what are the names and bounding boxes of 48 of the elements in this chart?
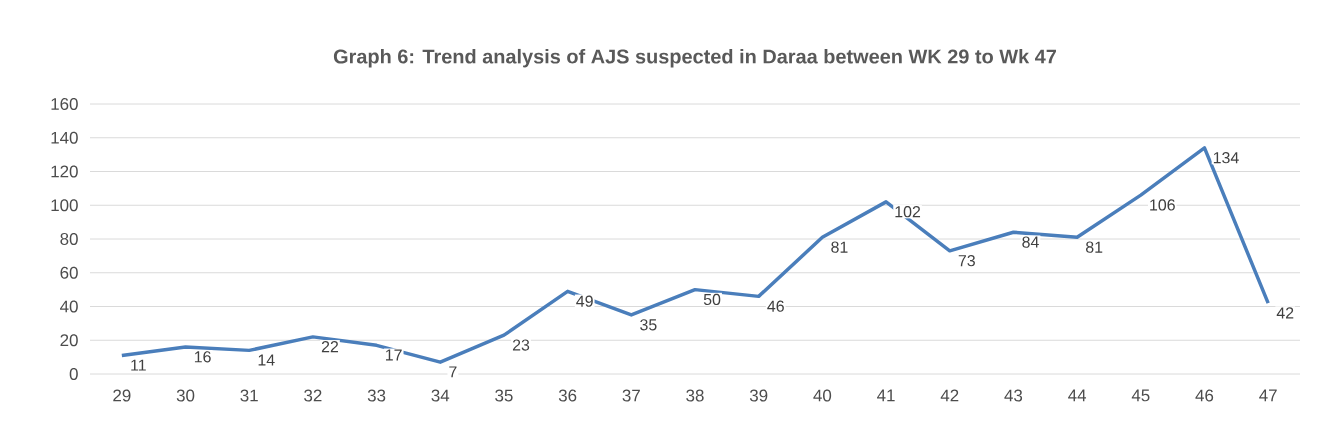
data-label: 46 xyxy=(767,300,784,312)
chart-title: Graph 6: Trend analysis of AJS suspected in Daraa between WK 29 to Wk 47 xyxy=(333,48,1056,68)
data-label: 81 xyxy=(1085,241,1103,253)
data-label: 35 xyxy=(640,319,657,331)
x-tick-label: 43 xyxy=(1004,389,1023,402)
y-tick-label: 20 xyxy=(60,334,78,347)
x-tick-label: 33 xyxy=(367,389,386,402)
data-label: 102 xyxy=(895,206,921,218)
data-label: 73 xyxy=(958,255,975,267)
data-label: 22 xyxy=(321,341,339,353)
x-tick-label: 37 xyxy=(622,389,640,402)
x-tick-label: 41 xyxy=(877,389,895,402)
data-label: 42 xyxy=(1276,307,1294,319)
data-label: 81 xyxy=(831,241,848,253)
data-label: 84 xyxy=(1022,236,1039,248)
x-tick-label: 47 xyxy=(1259,389,1277,402)
data-label: 14 xyxy=(258,354,275,366)
y-tick-label: 160 xyxy=(51,98,78,110)
data-label: 16 xyxy=(194,351,211,363)
y-tick-label: 60 xyxy=(60,266,78,279)
x-tick-label: 31 xyxy=(240,389,258,402)
y-tick-label: 120 xyxy=(51,165,78,178)
x-tick-label: 44 xyxy=(1068,389,1087,402)
data-label: 50 xyxy=(703,293,721,306)
data-label: 11 xyxy=(131,359,146,371)
y-tick-label: 100 xyxy=(51,199,78,212)
x-tick-label: 30 xyxy=(176,389,195,402)
x-tick-label: 35 xyxy=(495,389,513,402)
data-label: 134 xyxy=(1213,152,1239,164)
data-label: 7 xyxy=(449,366,457,378)
x-tick-label: 39 xyxy=(749,389,768,402)
x-tick-label: 45 xyxy=(1131,389,1150,402)
x-tick-label: 36 xyxy=(558,389,577,402)
x-tick-label: 42 xyxy=(940,389,959,402)
data-label: 49 xyxy=(576,295,593,307)
data-label: 17 xyxy=(385,349,402,361)
x-tick-label: 38 xyxy=(686,389,704,402)
x-tick-label: 32 xyxy=(304,389,322,402)
data-label: 23 xyxy=(512,339,530,351)
x-tick-label: 46 xyxy=(1195,389,1214,402)
y-tick-label: 40 xyxy=(60,300,78,313)
data-label: 106 xyxy=(1150,199,1175,211)
x-tick-label: 40 xyxy=(813,389,832,402)
y-tick-label: 80 xyxy=(60,233,78,245)
x-tick-label: 34 xyxy=(431,389,450,402)
x-tick-label: 29 xyxy=(113,389,131,402)
y-tick-label: 0 xyxy=(69,368,78,380)
y-tick-label: 140 xyxy=(51,131,78,144)
